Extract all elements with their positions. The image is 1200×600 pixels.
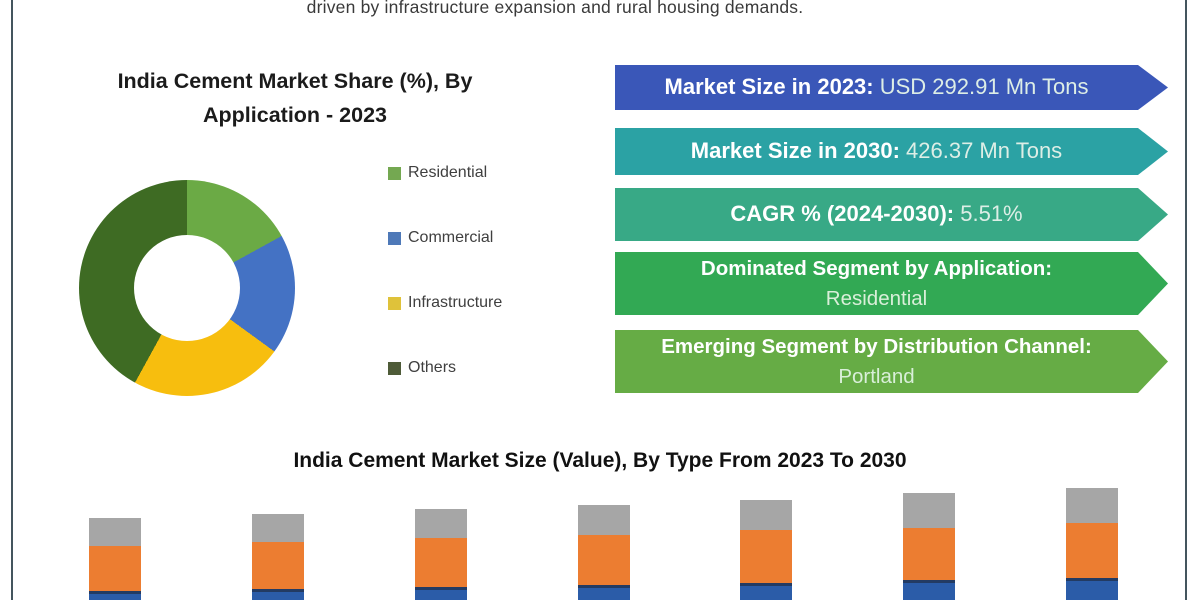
bar-segment-gray-top [252, 514, 304, 542]
legend-label: Residential [408, 164, 488, 181]
legend-label: Others [408, 359, 457, 376]
bar-segment-gray-top [415, 509, 467, 538]
legend-swatch-icon [388, 231, 401, 245]
bar-segment-blue-bottom [89, 594, 141, 600]
pie-chart-title: India Cement Market Share (%), By Applic… [60, 64, 530, 132]
card-border-left [11, 0, 13, 600]
bar-segment-navy-divider [578, 585, 630, 588]
bar-segment-blue-bottom [252, 592, 304, 600]
legend-swatch-icon [388, 166, 401, 180]
pie-legend: Residential Commercial Infrastructure Other… [388, 164, 502, 377]
legend-label: Commercial [408, 229, 494, 246]
stat-banner-5: Emerging Segment by Distribution Channel… [615, 330, 1168, 393]
bar-segment-navy-divider [415, 587, 467, 590]
bar-segment-gray-top [903, 493, 955, 528]
banner-label: Emerging Segment by Distribution Channel… [661, 334, 1092, 358]
banner-value: 5.51% [960, 201, 1023, 227]
pie-title-line1: India Cement Market Share (%), By [117, 69, 473, 93]
legend-item-commercial: Commercial [388, 229, 502, 247]
legend-item-others: Others [388, 359, 502, 377]
bar-segment-navy-divider [89, 591, 141, 594]
banner-value: Residential [825, 286, 928, 310]
bar-segment-orange-mid [903, 528, 955, 580]
legend-swatch-icon [388, 361, 401, 375]
bar-segment-orange-mid [578, 535, 630, 585]
legend-label: Infrastructure [408, 294, 503, 311]
bar-segment-navy-divider [740, 583, 792, 586]
banner-value: Portland [838, 364, 915, 388]
card-border-right [1185, 0, 1187, 600]
banner-label: Dominated Segment by Application: [700, 256, 1053, 280]
bar-segment-gray-top [578, 505, 630, 535]
pie-title-line2: Application - 2023 [203, 103, 387, 127]
stacked-bar-2 [252, 514, 304, 600]
stacked-bar-7 [1066, 488, 1118, 600]
bar-segment-gray-top [1066, 488, 1118, 523]
stat-banner-1: Market Size in 2023: USD 292.91 Mn Tons [615, 65, 1168, 110]
legend-swatch-icon [388, 296, 401, 310]
intro-text: driven by infrastructure expansion and r… [306, 0, 804, 17]
bar-segment-orange-mid [252, 542, 304, 589]
stacked-bar-1 [89, 518, 141, 600]
bar-segment-blue-bottom [740, 586, 792, 600]
banner-value: USD 292.91 Mn Tons [879, 74, 1089, 100]
legend-item-infrastructure: Infrastructure [388, 294, 502, 312]
bar-segment-orange-mid [89, 546, 141, 591]
stat-banner-4: Dominated Segment by Application: Residen… [615, 252, 1168, 315]
banner-label: Market Size in 2023: [664, 74, 874, 100]
stacked-bar-5 [740, 500, 792, 600]
stacked-bar-6 [903, 493, 955, 600]
banner-value: 426.37 Mn Tons [906, 138, 1063, 164]
stat-banner-3: CAGR % (2024-2030): 5.51% [615, 188, 1168, 241]
bar-segment-navy-divider [903, 580, 955, 583]
donut-hole [134, 235, 240, 341]
bar-segment-blue-bottom [1066, 581, 1118, 600]
bar-segment-orange-mid [415, 538, 467, 587]
bar-segment-blue-bottom [903, 583, 955, 600]
bar-segment-blue-bottom [578, 588, 630, 600]
stacked-bar-4 [578, 505, 630, 600]
bar-chart-title: India Cement Market Size (Value), By Typ… [293, 449, 907, 472]
bar-segment-orange-mid [1066, 523, 1118, 578]
legend-item-residential: Residential [388, 164, 502, 182]
bar-segment-orange-mid [740, 530, 792, 583]
banner-label: Market Size in 2030: [690, 138, 900, 164]
stacked-bar-3 [415, 509, 467, 600]
bar-segment-gray-top [89, 518, 141, 546]
stat-banner-2: Market Size in 2030: 426.37 Mn Tons [615, 128, 1168, 175]
banner-label: CAGR % (2024-2030): [730, 201, 955, 227]
bar-segment-gray-top [740, 500, 792, 530]
bar-segment-blue-bottom [415, 590, 467, 600]
bar-segment-navy-divider [1066, 578, 1118, 581]
donut-chart [79, 180, 295, 396]
bar-segment-navy-divider [252, 589, 304, 592]
